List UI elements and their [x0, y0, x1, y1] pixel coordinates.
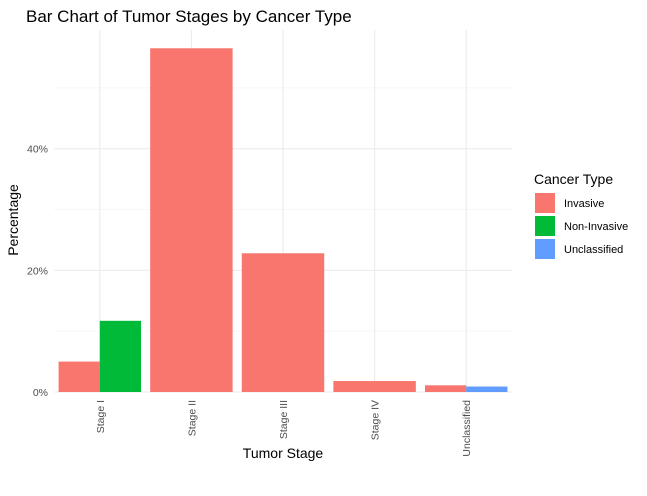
y-tick-label: 40% [27, 144, 48, 156]
x-tick-label: Unclassified [461, 400, 473, 457]
x-axis-title: Tumor Stage [243, 445, 324, 461]
y-tick-label: 20% [27, 265, 48, 277]
bar-invasive-stage-iii [241, 253, 325, 392]
x-tick-label: Stage IV [370, 400, 382, 440]
x-tick-label: Stage I [95, 400, 107, 433]
y-axis-title: Percentage [5, 184, 21, 256]
legend-label: Invasive [564, 198, 604, 210]
x-axis-ticks: Stage I Stage II Stage III Stage IV Unclassi… [95, 400, 473, 457]
y-axis-ticks: 0% 20% 40% [27, 144, 48, 399]
legend-label: Non-Invasive [564, 221, 628, 233]
bars [58, 48, 508, 392]
bar-invasive-stage-i [58, 361, 100, 392]
legend: Cancer Type Invasive Non-Invasive Unclassi… [534, 171, 628, 259]
legend-title: Cancer Type [534, 171, 613, 187]
legend-label: Unclassified [564, 244, 623, 256]
bar-invasive-stage-iv [333, 381, 416, 392]
legend-key-non-invasive [535, 216, 555, 236]
legend-key-invasive [535, 193, 555, 213]
bar-invasive-stage-ii [150, 48, 233, 392]
bar-unclassified-unclassified [466, 386, 508, 392]
x-tick-label: Stage II [186, 400, 198, 436]
bar-invasive-unclassified [424, 385, 467, 392]
chart-title: Bar Chart of Tumor Stages by Cancer Type [26, 7, 352, 26]
legend-key-unclassified [535, 239, 555, 259]
x-tick-label: Stage III [278, 400, 290, 439]
bar-non-invasive-stage-i [99, 320, 142, 392]
y-tick-label: 0% [33, 387, 48, 399]
